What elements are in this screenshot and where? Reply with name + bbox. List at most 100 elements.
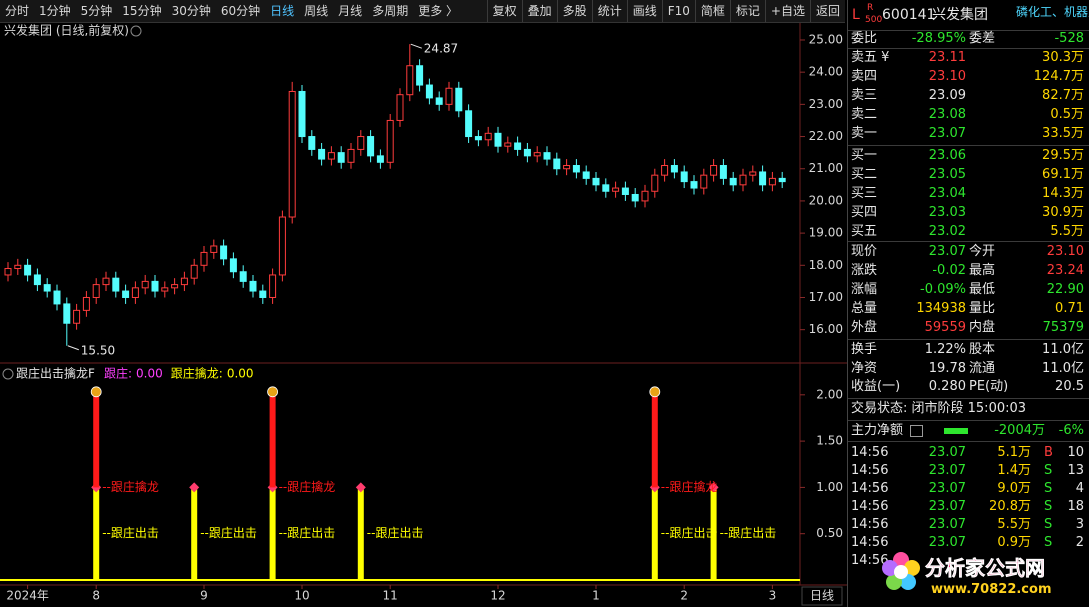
toolbar-button[interactable]: 日线 — [270, 4, 295, 18]
panel-text: 23.11 — [928, 50, 966, 65]
bar — [269, 394, 276, 488]
separator — [848, 145, 1089, 146]
settings-icon[interactable] — [2, 368, 14, 380]
candle-body — [396, 94, 404, 121]
candle-body — [553, 158, 561, 170]
panel-text: 14:56 — [851, 553, 889, 568]
panel-text: 买一 — [851, 148, 878, 163]
toolbar-button[interactable]: 5分钟 — [80, 4, 113, 18]
toolbar: 分时 1分钟 5分钟 15分钟 30分钟 60分钟 日线 周线 月线 多周期 更多 〉 复权 叠加 多股统… — [0, 0, 845, 23]
signal-gem — [189, 482, 200, 493]
candle-body — [14, 264, 22, 270]
panel-text: 23.24 — [1046, 263, 1084, 278]
toolbar-button[interactable]: 叠加 — [521, 0, 557, 22]
signal-bag — [649, 386, 661, 398]
toolbar-button[interactable]: 标记 — [729, 0, 765, 22]
candle-body — [514, 142, 522, 150]
toolbar-button[interactable]: 更多 〉 — [418, 4, 459, 18]
legend-value: 0.00 — [227, 367, 254, 381]
panel-text: 14.3万 — [1042, 186, 1084, 201]
candle-body — [700, 174, 708, 189]
panel-text: -528 — [1054, 31, 1084, 46]
x-tick-label: 9 — [200, 589, 208, 603]
y-tick-label: 1.50 — [816, 434, 843, 448]
panel-text: 23.07 — [928, 445, 966, 460]
candle-body — [474, 136, 482, 141]
toolbar-button[interactable]: 1分钟 — [39, 4, 71, 18]
toolbar-button[interactable]: 简框 — [694, 0, 730, 22]
panel-text: 委比 — [851, 31, 878, 46]
toolbar-button[interactable]: 60分钟 — [220, 4, 261, 18]
panel-text: 收益(一) — [851, 379, 901, 394]
toolbar-button[interactable]: 月线 — [338, 4, 363, 18]
signal-bag — [267, 386, 279, 398]
toolbar-button[interactable]: 周线 — [304, 4, 329, 18]
toolbar-button[interactable]: 15分钟 — [122, 4, 162, 18]
toolbar-button[interactable]: 复权 — [486, 0, 522, 22]
candle-body — [631, 193, 639, 202]
panel-text: 买二 — [851, 167, 878, 182]
candle-body — [719, 165, 727, 179]
watermark-title: 分析家公式网 — [925, 556, 1046, 581]
panel-text: 59559 — [924, 320, 966, 335]
signal-label: --跟庄出击 — [720, 525, 777, 540]
candle-body — [367, 136, 375, 157]
panel-text: -6% — [1058, 423, 1084, 438]
watermark: 分析家公式网 www.70822.com — [875, 546, 1087, 606]
candle-body — [278, 216, 286, 276]
y-tick-label: 18.00 — [809, 258, 843, 272]
settings-icon[interactable] — [130, 25, 142, 37]
y-tick-label: 23.00 — [809, 97, 843, 111]
candle-body — [288, 90, 296, 218]
toolbar-button[interactable]: 统计 — [591, 0, 627, 22]
candle-body — [759, 171, 767, 186]
candle-body — [563, 165, 571, 170]
candle-body — [494, 132, 502, 147]
candle-body — [670, 165, 678, 173]
candle-body — [445, 87, 453, 105]
candle-body — [229, 258, 237, 273]
candle-body — [484, 132, 492, 141]
toolbar-button[interactable]: 30分钟 — [171, 4, 211, 18]
signal-label: --跟庄出击 — [200, 525, 257, 540]
separator — [848, 30, 1089, 31]
signal-label: --跟庄擒龙 — [102, 479, 159, 494]
candle-body — [376, 155, 384, 163]
panel-text: 卖二 — [851, 107, 878, 122]
panel-text: 买五 — [851, 224, 878, 239]
candle-body — [220, 245, 228, 260]
toolbar-button[interactable]: 多股 — [556, 0, 592, 22]
panel-text: 82.7万 — [1042, 88, 1084, 103]
panel-text: 磷化工、机器人 — [1016, 5, 1089, 19]
panel-text: -28.95% — [911, 31, 966, 46]
panel-text: 20.5 — [1055, 379, 1084, 394]
x-tick-label: 10 — [294, 589, 309, 603]
toolbar-button[interactable]: 多周期 — [372, 4, 409, 18]
x-tick-label: 1 — [592, 589, 600, 603]
candle-body — [269, 274, 277, 298]
panel-text: L — [852, 7, 860, 23]
toolbar-button[interactable]: +自选 — [764, 0, 810, 22]
panel-text: 75379 — [1042, 320, 1084, 335]
panel-text: 20.8万 — [989, 499, 1031, 514]
chart-area: 兴发集团 (日线,前复权) 跟庄出击擒龙F 日线 16.00 17.00 18.00… — [0, 23, 847, 607]
panel-text: 现价 — [851, 244, 878, 259]
flow-bar — [944, 428, 968, 434]
period-label[interactable]: 日线 — [810, 589, 834, 603]
high-label: 24.87 — [424, 42, 458, 56]
toolbar-button[interactable]: 分时 — [5, 4, 30, 18]
signal-label: --跟庄出击 — [367, 525, 424, 540]
toolbar-button[interactable]: 画线 — [626, 0, 662, 22]
toolbar-button[interactable]: F10 — [661, 0, 695, 22]
low-label: 15.50 — [81, 343, 115, 357]
chart-title: 兴发集团 (日线,前复权) — [4, 23, 129, 38]
toolbar-button[interactable]: 返回 — [809, 0, 845, 22]
period-box[interactable] — [801, 586, 843, 606]
candle-body — [190, 264, 198, 279]
signal-label: --跟庄出击 — [661, 525, 718, 540]
legend-name: 跟庄擒龙: — [171, 366, 223, 381]
y-tick-label: 20.00 — [809, 193, 843, 207]
candle-body — [122, 290, 130, 298]
separator — [848, 441, 1089, 442]
toolbar-right: 复权 叠加 多股 统计 画线 F10 简框 标记 +自选 返回 — [486, 0, 845, 22]
